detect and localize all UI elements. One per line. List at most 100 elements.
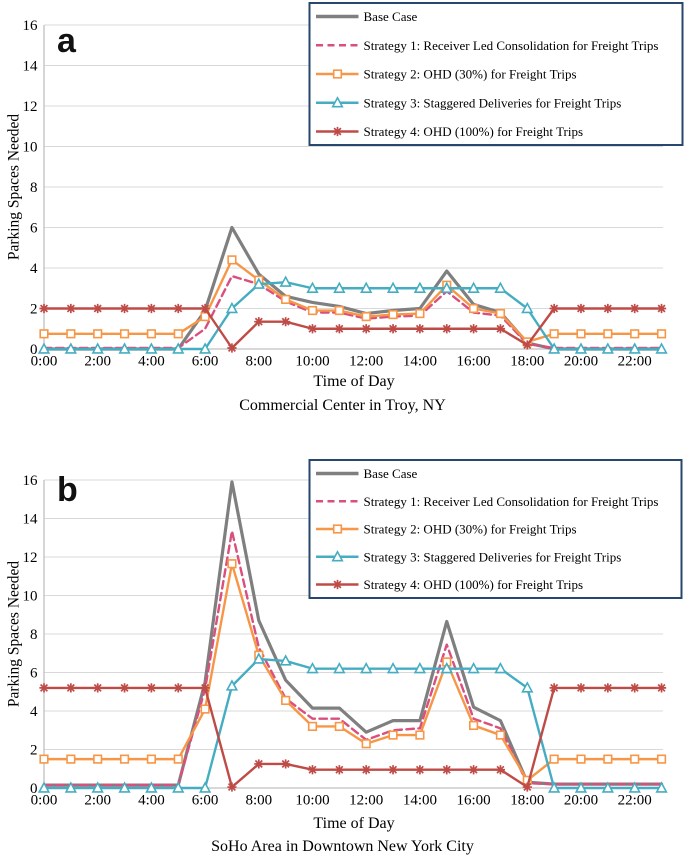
asterisk-marker bbox=[388, 765, 398, 775]
asterisk-marker bbox=[361, 324, 371, 334]
square-marker bbox=[415, 730, 425, 740]
asterisk-marker bbox=[630, 303, 640, 314]
asterisk-marker bbox=[522, 782, 532, 792]
triangle-marker bbox=[413, 661, 427, 674]
legend: Base Case Strategy 1: Receiver Led Consol… bbox=[308, 2, 684, 146]
legend: Base Case Strategy 1: Receiver Led Consol… bbox=[308, 459, 683, 599]
square-marker bbox=[576, 329, 586, 339]
asterisk-marker bbox=[415, 765, 425, 775]
x-tick-label: 4:00 bbox=[138, 793, 165, 809]
square-marker bbox=[656, 754, 667, 764]
x-axis-title-b: Time of Day bbox=[313, 815, 395, 832]
square-marker bbox=[307, 305, 318, 316]
asterisk-marker bbox=[469, 765, 479, 775]
chart-b-subtitle: SoHo Area in Downtown New York City bbox=[211, 838, 474, 855]
square-marker bbox=[119, 329, 130, 339]
y-tick-label: 6 bbox=[30, 221, 38, 237]
legend-entry-label: Strategy 1: Receiver Led Consolidation f… bbox=[364, 494, 659, 509]
asterisk-marker bbox=[307, 324, 318, 334]
triangle-marker bbox=[574, 781, 588, 793]
x-tick-label: 18:00 bbox=[510, 793, 544, 809]
y-tick-labels: 0 2 4 6 8 10 12 14 16 bbox=[23, 473, 39, 797]
asterisk-marker bbox=[656, 303, 667, 314]
triangle-marker bbox=[225, 679, 239, 691]
y-tick-label: 6 bbox=[30, 666, 38, 682]
x-tick-label: 6:00 bbox=[192, 793, 219, 809]
asterisk-marker bbox=[576, 683, 586, 693]
legend-asterisk-marker bbox=[332, 126, 343, 137]
triangle-marker bbox=[360, 661, 373, 674]
x-tick-label: 18:00 bbox=[510, 354, 544, 370]
triangle-marker bbox=[64, 342, 77, 354]
x-tick-label: 14:00 bbox=[403, 354, 437, 370]
triangle-marker bbox=[440, 661, 453, 674]
triangle-marker bbox=[252, 277, 265, 289]
triangle-marker bbox=[467, 661, 480, 674]
square-marker bbox=[388, 730, 398, 740]
asterisk-marker bbox=[522, 340, 532, 350]
square-marker bbox=[307, 721, 318, 732]
legend-box bbox=[308, 459, 683, 599]
y-tick-label: 2 bbox=[30, 302, 38, 318]
triangle-marker bbox=[37, 781, 51, 793]
x-tick-label: 6:00 bbox=[192, 354, 219, 370]
square-marker bbox=[468, 720, 479, 731]
triangle-marker bbox=[172, 342, 185, 354]
legend-entry-label: Base Case bbox=[364, 9, 418, 24]
square-marker bbox=[173, 329, 183, 339]
series-4 bbox=[39, 683, 667, 792]
asterisk-marker bbox=[495, 765, 506, 775]
triangle-marker bbox=[521, 301, 534, 314]
y-tick-label: 16 bbox=[23, 18, 39, 34]
x-tick-label: 2:00 bbox=[84, 793, 111, 809]
y-tick-label: 2 bbox=[30, 743, 38, 759]
asterisk-marker bbox=[415, 324, 425, 334]
y-axis-title-a: Parking Spaces Needed bbox=[5, 113, 23, 261]
legend-entry-label: Strategy 2: OHD (30%) for Freight Trips bbox=[364, 67, 577, 82]
square-marker bbox=[119, 754, 130, 764]
square-marker bbox=[227, 559, 237, 569]
square-marker bbox=[603, 754, 613, 764]
asterisk-marker bbox=[66, 683, 76, 693]
chart-a-plot: 0 2 4 6 8 10 12 14 16 0:00 2:00 4:00 6:00 8:00 10:00 12… bbox=[23, 2, 684, 370]
square-marker bbox=[576, 754, 586, 764]
triangle-marker bbox=[386, 281, 400, 293]
y-tick-label: 8 bbox=[30, 180, 38, 196]
y-tick-label: 10 bbox=[23, 589, 38, 605]
asterisk-marker bbox=[442, 324, 452, 334]
x-tick-label: 4:00 bbox=[138, 354, 165, 370]
asterisk-marker bbox=[549, 683, 559, 693]
x-tick-label: 10:00 bbox=[295, 793, 329, 809]
asterisk-marker bbox=[200, 683, 210, 693]
triangle-marker bbox=[333, 661, 346, 674]
x-tick-label: 20:00 bbox=[564, 354, 598, 370]
triangle-marker bbox=[333, 281, 346, 293]
triangle-marker bbox=[574, 342, 588, 354]
asterisk-marker bbox=[146, 683, 156, 693]
triangle-marker bbox=[494, 281, 507, 293]
square-marker bbox=[549, 754, 559, 764]
asterisk-marker bbox=[119, 683, 130, 693]
legend-entry-label: Base Case bbox=[364, 466, 418, 481]
triangle-marker bbox=[494, 661, 507, 674]
square-marker bbox=[66, 754, 76, 764]
asterisk-marker bbox=[254, 759, 264, 769]
legend-square-marker bbox=[332, 69, 343, 79]
triangle-marker bbox=[360, 281, 373, 293]
series-3 bbox=[37, 275, 668, 354]
asterisk-marker bbox=[93, 683, 103, 693]
legend-entry-label: Strategy 4: OHD (100%) for Freight Trips bbox=[364, 124, 584, 139]
square-marker bbox=[334, 305, 344, 316]
asterisk-marker bbox=[576, 303, 586, 314]
y-tick-label: 12 bbox=[23, 550, 38, 566]
triangle-marker bbox=[279, 275, 292, 287]
square-marker bbox=[361, 311, 371, 322]
y-tick-label: 10 bbox=[23, 140, 38, 156]
square-marker bbox=[39, 754, 49, 764]
asterisk-marker bbox=[334, 765, 344, 775]
legend-entry-label: Strategy 3: Staggered Deliveries for Fre… bbox=[364, 549, 622, 564]
triangle-marker bbox=[386, 661, 400, 674]
square-marker bbox=[495, 308, 506, 319]
legend-entry-label: Strategy 1: Receiver Led Consolidation f… bbox=[364, 38, 659, 53]
triangle-marker bbox=[118, 781, 131, 793]
